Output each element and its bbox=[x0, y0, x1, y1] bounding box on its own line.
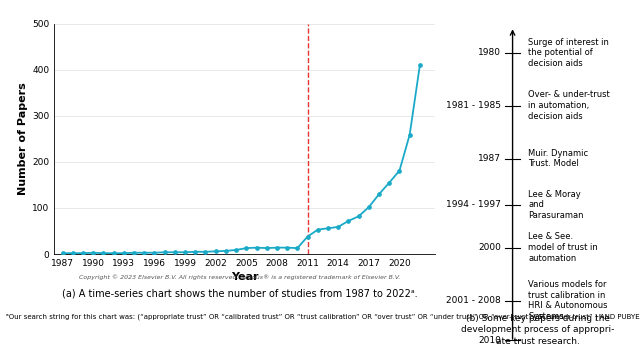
Text: 2010: 2010 bbox=[478, 336, 501, 345]
X-axis label: Year: Year bbox=[231, 272, 259, 282]
Text: 2001 - 2008: 2001 - 2008 bbox=[446, 296, 501, 305]
Text: Various models for
trust calibration in
HRI & Autonomous
Systems: Various models for trust calibration in … bbox=[528, 280, 608, 321]
Text: Over- & under-trust
in automation,
decision aids: Over- & under-trust in automation, decis… bbox=[528, 90, 610, 121]
Text: ᵃOur search string for this chart was: (“appropriate trust” OR “calibrated trust: ᵃOur search string for this chart was: (… bbox=[6, 314, 640, 321]
Text: 1987: 1987 bbox=[478, 154, 501, 163]
Text: Copyright © 2023 Elsevier B.V. All rights reserved. Scopus® is a registered trad: Copyright © 2023 Elsevier B.V. All right… bbox=[79, 274, 401, 280]
Text: Surge of interest in
the potential of
decision aids: Surge of interest in the potential of de… bbox=[528, 38, 609, 68]
Text: (b) Some key papers during the
development process of appropri-
ate trust resear: (b) Some key papers during the developme… bbox=[461, 314, 614, 346]
Text: 1980: 1980 bbox=[478, 48, 501, 57]
Text: 2000: 2000 bbox=[478, 243, 501, 252]
Text: 1981 - 1985: 1981 - 1985 bbox=[446, 101, 501, 110]
Text: Lee & Moray
and
Parasuraman: Lee & Moray and Parasuraman bbox=[528, 189, 584, 220]
Text: Muir. Dynamic
Trust. Model: Muir. Dynamic Trust. Model bbox=[528, 149, 588, 168]
Text: Lee & See.
model of trust in
automation: Lee & See. model of trust in automation bbox=[528, 232, 598, 263]
Y-axis label: Number of Papers: Number of Papers bbox=[18, 82, 28, 195]
Text: 1994 - 1997: 1994 - 1997 bbox=[446, 200, 501, 209]
Text: (a) A time-series chart shows the number of studies from 1987 to 2022ᵃ.: (a) A time-series chart shows the number… bbox=[62, 289, 418, 299]
